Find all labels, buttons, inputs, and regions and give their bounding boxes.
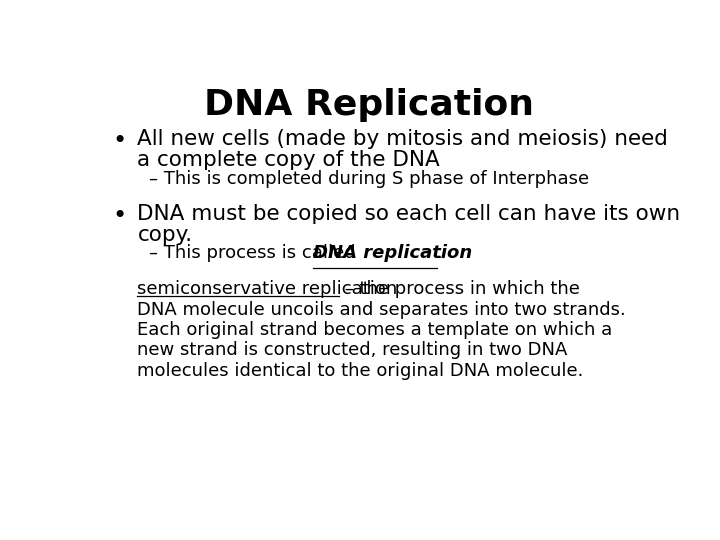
Text: semiconservative replication: semiconservative replication — [138, 280, 397, 298]
Text: DNA replication: DNA replication — [313, 245, 472, 262]
Text: •: • — [112, 129, 127, 153]
Text: •: • — [112, 204, 127, 228]
Text: – the process in which the: – the process in which the — [339, 280, 580, 298]
Text: copy.: copy. — [138, 225, 192, 245]
Text: a complete copy of the DNA: a complete copy of the DNA — [138, 150, 440, 170]
Text: Each original strand becomes a template on which a: Each original strand becomes a template … — [138, 321, 613, 339]
Text: DNA molecule uncoils and separates into two strands.: DNA molecule uncoils and separates into … — [138, 301, 626, 319]
Text: – This process is called: – This process is called — [148, 245, 361, 262]
Text: molecules identical to the original DNA molecule.: molecules identical to the original DNA … — [138, 362, 584, 380]
Text: DNA Replication: DNA Replication — [204, 87, 534, 122]
Text: All new cells (made by mitosis and meiosis) need: All new cells (made by mitosis and meios… — [138, 129, 668, 149]
Text: – This is completed during S phase of Interphase: – This is completed during S phase of In… — [148, 170, 589, 187]
Text: new strand is constructed, resulting in two DNA: new strand is constructed, resulting in … — [138, 341, 568, 359]
Text: .: . — [436, 245, 442, 262]
Text: DNA must be copied so each cell can have its own: DNA must be copied so each cell can have… — [138, 204, 680, 224]
